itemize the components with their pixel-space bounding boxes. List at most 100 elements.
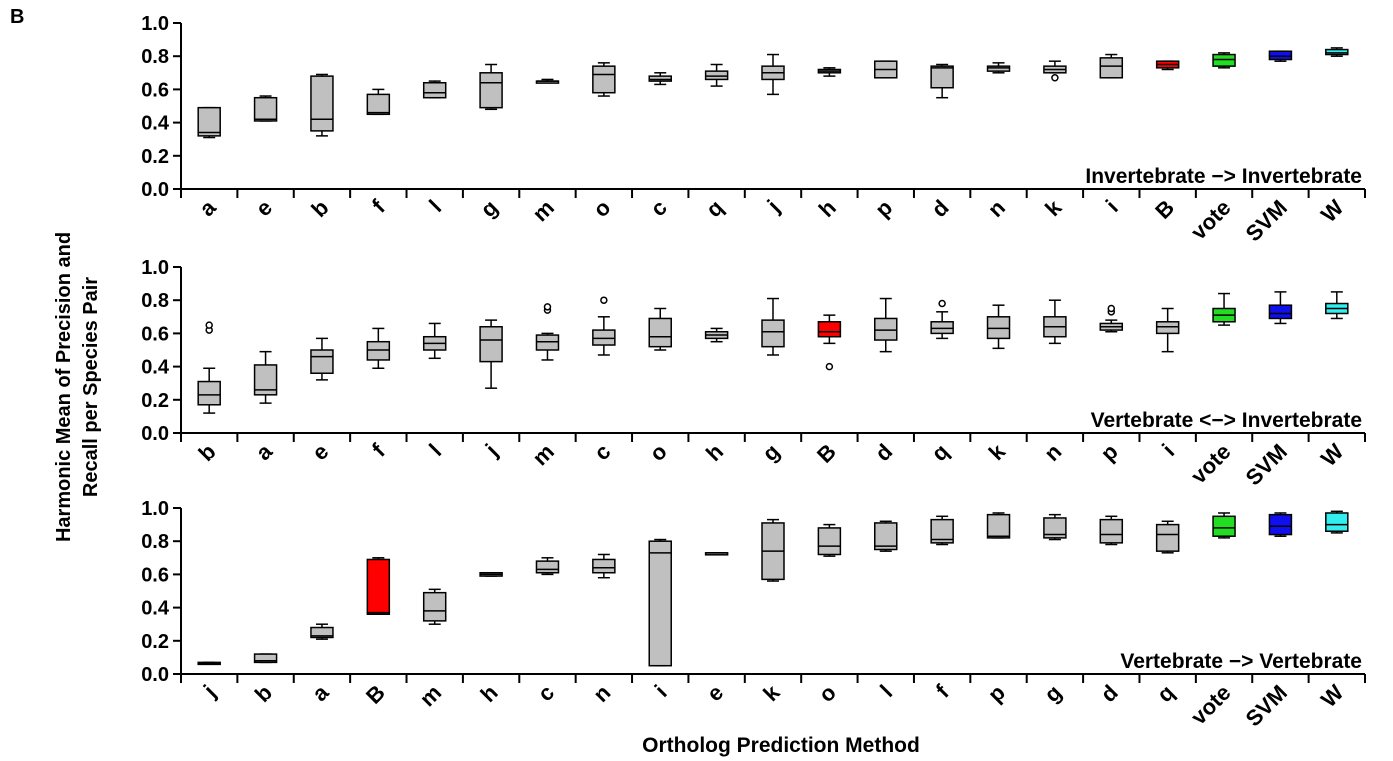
x-category-label: g xyxy=(1039,680,1066,707)
panel-annotation: Vertebrate <−> Invertebrate xyxy=(1091,409,1362,432)
x-category-label: e xyxy=(702,680,728,706)
y-tick-label: 1.0 xyxy=(141,13,169,35)
box-j xyxy=(761,53,785,96)
box-m xyxy=(535,303,560,361)
box-rect xyxy=(1099,57,1124,79)
x-category-label: k xyxy=(984,438,1011,465)
box-rect xyxy=(592,558,616,574)
x-category-label: h xyxy=(475,680,502,707)
box-rect xyxy=(479,72,503,109)
x-category-label: e xyxy=(307,439,333,465)
box-f xyxy=(366,327,391,370)
box-rect xyxy=(310,626,334,639)
y-tick-label: 0.0 xyxy=(141,664,169,686)
box-n xyxy=(592,553,616,579)
x-category-label: W xyxy=(1316,680,1349,713)
box-b xyxy=(197,321,221,414)
x-category-label: g xyxy=(475,195,502,222)
y-tick-label: 1.0 xyxy=(141,257,169,279)
box-q xyxy=(1155,520,1180,554)
box-rect xyxy=(874,317,898,341)
box-g xyxy=(761,297,785,356)
panel-annotation: Vertebrate −> Vertebrate xyxy=(1120,650,1362,673)
y-tick-label: 0.4 xyxy=(141,598,170,620)
box-rect xyxy=(930,518,954,544)
box-i xyxy=(1155,307,1180,353)
x-category-label: p xyxy=(870,195,897,222)
box-rect xyxy=(422,591,447,622)
box-rect xyxy=(817,321,842,338)
box-rect xyxy=(1155,321,1180,335)
box-o xyxy=(592,62,616,97)
box-B xyxy=(1155,60,1180,71)
box-rect xyxy=(535,560,560,574)
x-category-label: SVM xyxy=(1241,680,1292,731)
box-W xyxy=(1325,510,1349,534)
box-rect xyxy=(310,75,334,132)
x-category-label: m xyxy=(528,439,560,471)
x-category-label: k xyxy=(758,679,785,706)
x-category-label: l xyxy=(875,680,897,702)
box-rect xyxy=(1325,512,1349,532)
x-category-label: n xyxy=(1039,439,1066,466)
box-W xyxy=(1325,47,1349,57)
box-a xyxy=(253,350,278,404)
box-c xyxy=(592,296,616,356)
panel-label: B xyxy=(10,6,25,28)
box-rect xyxy=(817,527,842,556)
x-category-label: B xyxy=(1150,195,1179,224)
x-category-label: vote xyxy=(1186,439,1236,489)
y-tick-label: 0.0 xyxy=(141,423,169,445)
x-category-label: g xyxy=(757,439,784,466)
x-category-label: j xyxy=(198,680,221,703)
box-B xyxy=(366,557,391,615)
x-category-label: i xyxy=(650,680,672,702)
box-rect xyxy=(1268,513,1293,536)
x-category-label: f xyxy=(367,438,390,461)
box-n xyxy=(1043,299,1067,345)
x-category-label: j xyxy=(762,195,785,218)
box-d xyxy=(930,63,954,99)
y-tick-label: 1.0 xyxy=(141,498,169,520)
x-category-label: e xyxy=(251,195,277,221)
box-i xyxy=(1099,53,1124,79)
x-category-label: b xyxy=(194,439,221,466)
x-category-label: c xyxy=(589,439,615,465)
x-category-label: SVM xyxy=(1241,439,1292,490)
box-rect xyxy=(479,326,503,363)
box-SVM xyxy=(1268,50,1293,62)
outlier-point xyxy=(205,321,213,329)
x-category-label: n xyxy=(588,680,615,707)
y-axis-label-line2: Recall per Species Pair xyxy=(80,277,102,497)
x-category-label: vote xyxy=(1186,680,1236,730)
x-category-label: SVM xyxy=(1241,195,1292,246)
box-p xyxy=(874,60,898,79)
box-vote xyxy=(1212,52,1236,69)
x-category-label: B xyxy=(812,439,841,468)
box-rect xyxy=(535,334,560,351)
box-g xyxy=(479,63,503,111)
box-l xyxy=(422,322,447,360)
y-tick-label: 0.4 xyxy=(141,357,170,379)
y-tick-label: 0.2 xyxy=(141,631,169,653)
box-rect xyxy=(986,513,1011,539)
box-rect xyxy=(310,349,334,374)
box-e xyxy=(253,95,278,122)
x-category-label: n xyxy=(983,195,1010,222)
x-category-label: q xyxy=(701,195,728,222)
box-a xyxy=(197,106,221,139)
x-category-label: f xyxy=(367,194,390,217)
box-d xyxy=(874,297,898,353)
box-p xyxy=(986,512,1011,539)
x-category-label: B xyxy=(361,680,390,709)
box-h xyxy=(479,571,503,577)
x-category-label: l xyxy=(424,439,446,461)
box-e xyxy=(704,552,729,556)
x-category-label: o xyxy=(814,680,841,707)
box-l xyxy=(422,80,447,99)
x-category-label: c xyxy=(645,195,671,221)
